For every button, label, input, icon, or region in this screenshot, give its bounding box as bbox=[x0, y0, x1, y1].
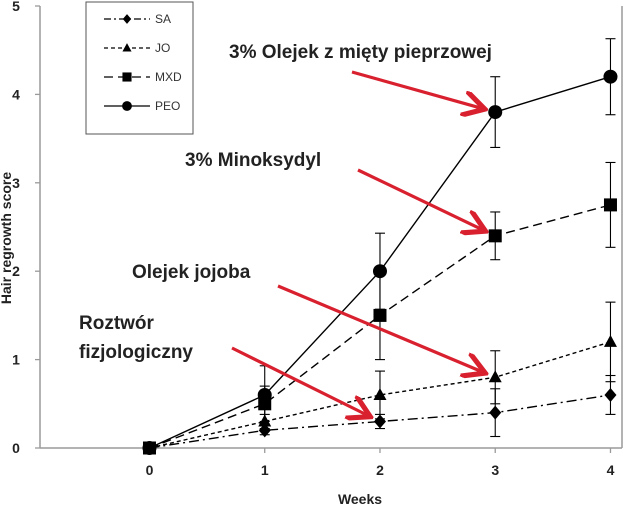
legend-marker-mxd bbox=[122, 72, 132, 82]
legend-marker-peo bbox=[122, 101, 132, 111]
x-tick-label: 4 bbox=[607, 462, 615, 478]
annotation-arrow bbox=[351, 70, 482, 108]
annotation-text: 3% Minoksydyl bbox=[185, 150, 321, 171]
y-tick-label: 0 bbox=[12, 440, 20, 456]
data-point-peo bbox=[142, 441, 157, 455]
y-tick-label: 5 bbox=[12, 0, 20, 14]
x-axis-label: Weeks bbox=[338, 491, 382, 507]
annotation-text: 3% Olejek z mięty pieprzowej bbox=[229, 42, 492, 63]
y-tick-label: 4 bbox=[12, 86, 20, 102]
data-point-peo bbox=[257, 387, 272, 402]
series-line-sa bbox=[149, 394, 611, 449]
x-tick-label: 1 bbox=[261, 462, 269, 478]
data-point-mxd bbox=[603, 198, 617, 212]
x-tick-label: 3 bbox=[491, 462, 499, 478]
y-tick-label: 1 bbox=[12, 352, 20, 368]
data-point-jo bbox=[373, 387, 387, 400]
annotation-arrow bbox=[357, 168, 483, 230]
data-point-mxd bbox=[488, 229, 502, 243]
data-point-sa bbox=[604, 387, 617, 402]
legend-box bbox=[85, 1, 194, 135]
legend-label-sa: SA bbox=[155, 12, 171, 26]
series-line-jo bbox=[149, 341, 611, 449]
data-point-sa bbox=[258, 423, 271, 438]
data-point-jo bbox=[603, 334, 617, 347]
data-point-peo bbox=[603, 69, 618, 84]
data-point-peo bbox=[372, 264, 387, 279]
x-tick-label: 2 bbox=[376, 462, 384, 478]
legend-label-peo: PEO bbox=[155, 99, 180, 113]
data-point-sa bbox=[373, 414, 386, 429]
y-tick-label: 3 bbox=[12, 175, 20, 191]
legend-marker-jo bbox=[122, 43, 132, 52]
legend-label-jo: JO bbox=[155, 41, 170, 55]
data-point-mxd bbox=[373, 308, 387, 322]
data-point-sa bbox=[489, 405, 502, 420]
data-point-jo bbox=[488, 370, 502, 383]
annotation-text: Roztwór bbox=[79, 313, 155, 334]
y-tick-label: 2 bbox=[12, 263, 20, 279]
annotation-text: Olejek jojoba bbox=[132, 262, 251, 283]
annotation-arrow bbox=[277, 284, 482, 372]
data-point-peo bbox=[488, 105, 503, 120]
annotation-text: fizjologiczny bbox=[79, 342, 193, 363]
legend-label-mxd: MXD bbox=[155, 70, 182, 84]
annotation-arrow bbox=[231, 346, 367, 415]
x-tick-label: 0 bbox=[146, 462, 154, 478]
y-axis-label: Hair regrowth score bbox=[0, 172, 14, 304]
